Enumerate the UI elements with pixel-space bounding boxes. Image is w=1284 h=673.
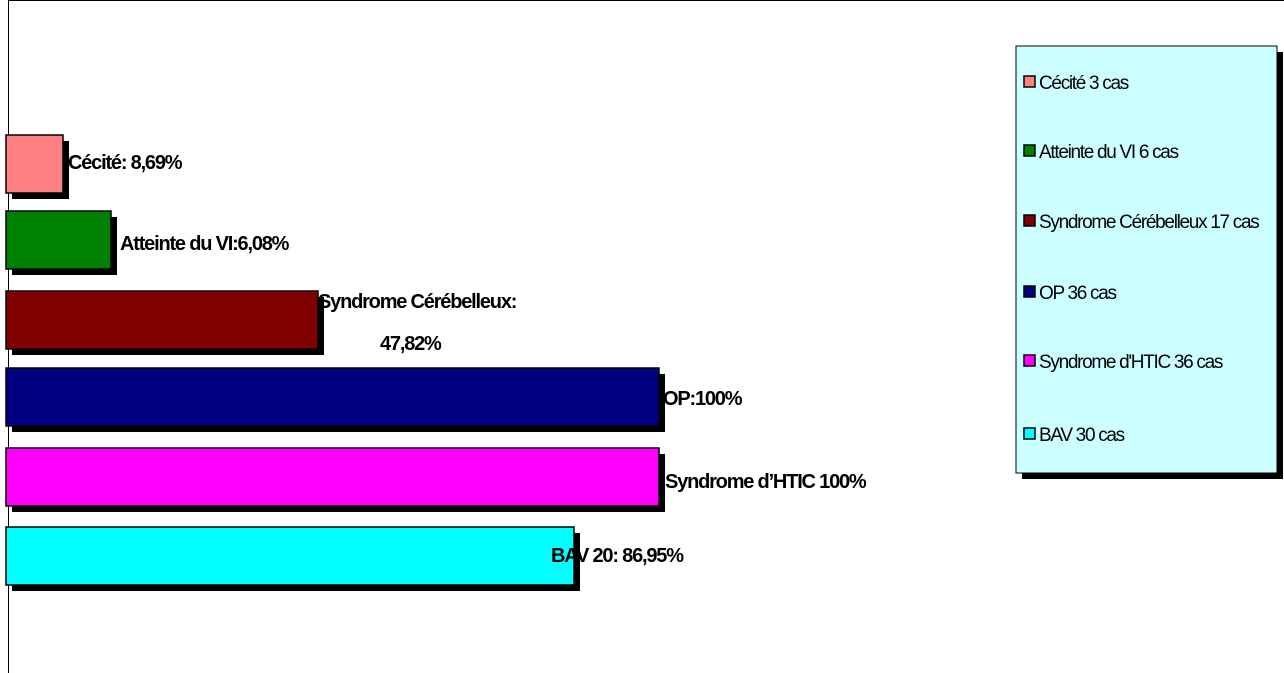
data-label-bav: BAV 20: 86,95%	[551, 545, 684, 567]
legend-swatch-syndrome-cerebelleux-17-cas	[1023, 214, 1036, 227]
legend-label-atteinte-du-vi-6-cas: Atteinte du VI 6 cas	[1039, 142, 1179, 163]
legend-swatch-syndrome-d-htic-36-cas	[1023, 354, 1036, 367]
data-label-atteinte-du-vi: Atteinte du VI:6,08%	[120, 233, 290, 255]
legend-swatch-cecite-3-cas	[1023, 75, 1036, 88]
legend-swatch-bav-30-cas	[1023, 427, 1036, 440]
bar-bav	[5, 526, 575, 586]
data-labels-group: Cécité: 8,69% Atteinte du VI:6,08% Syndrom…	[68, 152, 868, 567]
legend-swatch-atteinte-du-vi-6-cas	[1023, 144, 1036, 157]
data-label-op: OP:100%	[663, 388, 743, 410]
legend-label-cecite-3-cas: Cécité 3 cas	[1039, 73, 1129, 94]
legend-label-bav-30-cas: BAV 30 cas	[1039, 425, 1125, 446]
legend-label-syndrome-cerebelleux-17-cas: Syndrome Cérébelleux 17 cas	[1039, 212, 1259, 233]
legend-swatch-op-36-cas	[1023, 285, 1036, 298]
legend-box	[1015, 45, 1278, 474]
data-label-syndrome-cerebelleux-line-2: 47,82%	[380, 333, 442, 355]
data-label-cecite: Cécité: 8,69%	[68, 152, 183, 174]
bar-syndrome-cerebelleux	[5, 290, 319, 350]
data-label-syndrome-cerebelleux: Syndrome Cérébelleux:	[318, 291, 516, 313]
bar-syndrome-d-htic	[5, 447, 660, 507]
bar-op	[5, 367, 660, 427]
bar-atteinte-du-vi	[5, 210, 112, 270]
legend-label-op-36-cas: OP 36 cas	[1039, 283, 1116, 304]
data-label-syndrome-d-htic: Syndrome d’HTIC 100%	[665, 471, 867, 493]
bars-group	[5, 134, 665, 591]
legend: Cécité 3 cas Atteinte du VI 6 cas Syndrome…	[1015, 45, 1283, 479]
bar-cecite	[5, 134, 64, 194]
legend-label-syndrome-d-htic-36-cas: Syndrome d'HTIC 36 cas	[1039, 352, 1223, 373]
